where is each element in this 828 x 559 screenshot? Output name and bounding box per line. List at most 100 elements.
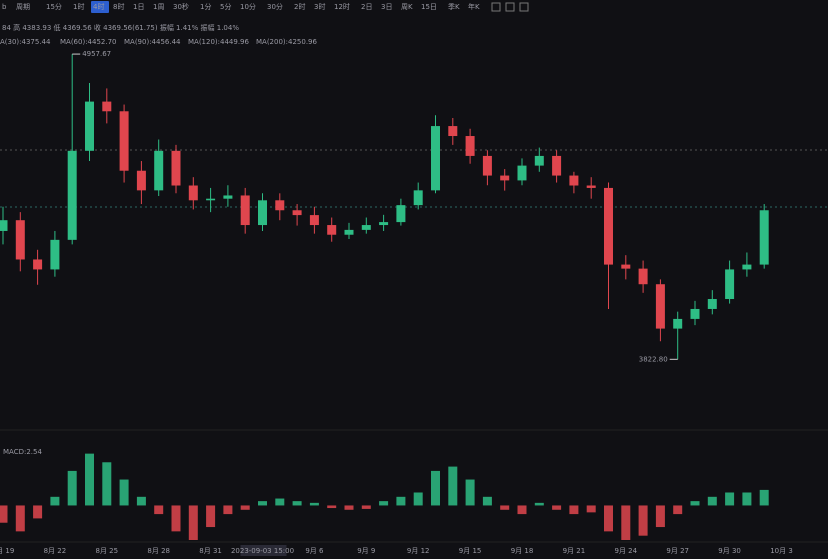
candle-body (344, 229, 354, 235)
macd-bar (413, 492, 423, 506)
macd-bar (223, 505, 233, 515)
candle-body (482, 155, 492, 176)
interval-button[interactable]: 15分 (46, 2, 62, 11)
candle-body (240, 195, 250, 226)
interval-button[interactable]: 1日 (133, 3, 144, 11)
x-tick-label: 9月 27 (666, 547, 689, 555)
crosshair-label-bg (240, 545, 287, 556)
macd-bar (154, 505, 164, 515)
macd-bar (725, 492, 735, 506)
candle-body (327, 225, 337, 235)
interval-button[interactable]: 周K (401, 3, 413, 11)
candle-body (517, 165, 527, 181)
x-tick-label: 9月 30 (718, 547, 741, 555)
macd-bar (500, 505, 510, 510)
candle-body (188, 185, 198, 201)
x-tick-label: 8月 28 (147, 547, 170, 555)
interval-button[interactable]: 2时 (294, 2, 305, 11)
candle-body (759, 210, 769, 265)
macd-bar (379, 501, 389, 506)
interval-button[interactable]: 1分 (200, 2, 211, 11)
candle-body (292, 210, 302, 216)
macd-label: MACD:2.54 (3, 448, 42, 456)
tool-icon[interactable] (491, 2, 501, 12)
symbol: b (2, 3, 7, 11)
info: 84 高 4383.93 低 4369.56 收 4369.56(61.75) … (2, 23, 239, 32)
x-tick-label: 8月 19 (0, 547, 14, 555)
interval-button[interactable]: 5分 (220, 2, 231, 11)
ma-legend: MA(200):4250.96 (256, 38, 318, 46)
candle-body (569, 175, 579, 186)
macd-bar (67, 470, 77, 506)
candle-body (448, 126, 458, 137)
candle-body (275, 200, 285, 211)
interval-button[interactable]: 2日 (361, 3, 372, 11)
interval-button[interactable]: 10分 (240, 2, 256, 11)
x-tick-label: 10月 3 (770, 547, 793, 555)
candle-body (0, 220, 8, 231)
macd-bar (569, 505, 579, 515)
macd-bar (292, 501, 302, 506)
candle-body (707, 299, 717, 309)
macd-bar (188, 505, 198, 540)
interval-button[interactable]: 3日 (381, 3, 392, 11)
macd-bar (258, 501, 267, 506)
candle-body (154, 150, 164, 191)
interval-button[interactable]: 1周 (153, 3, 164, 11)
price-label: 3822.80 (639, 355, 668, 363)
macd-bar (309, 502, 319, 506)
interval-button[interactable]: 15日 (421, 3, 437, 11)
x-tick-label: 9月 12 (407, 547, 430, 555)
interval-button[interactable]: 30分 (267, 2, 283, 11)
x-tick-label: 8月 22 (44, 547, 67, 555)
macd-bar (206, 505, 216, 528)
active-interval-bg (91, 1, 109, 13)
interval-button[interactable]: 8时 (113, 2, 124, 11)
candle-body (621, 264, 631, 269)
candle-body (396, 205, 406, 223)
candle-body (309, 215, 319, 226)
macd-bar (604, 505, 613, 532)
candle-body (638, 268, 648, 285)
macd-bar (638, 505, 648, 536)
candle-body (67, 150, 77, 240)
interval-button[interactable]: 12时 (334, 2, 350, 11)
x-tick-label: 8月 25 (96, 547, 119, 555)
x-tick-label: 2023-09-03 15:00 (231, 547, 294, 555)
macd-bar (344, 505, 354, 510)
macd-bar (465, 479, 475, 506)
macd-bar (534, 502, 544, 506)
price-label: 4957.67 (82, 50, 111, 58)
candle-body (500, 175, 510, 181)
macd-bar (621, 505, 631, 540)
macd-bar (275, 498, 285, 506)
macd-bar (690, 501, 700, 506)
macd-bar (50, 496, 60, 506)
macd-bar (517, 505, 527, 515)
tool-icon[interactable] (505, 2, 515, 12)
candle-body (85, 101, 94, 151)
macd-bar (673, 505, 683, 515)
candle-body (361, 225, 371, 230)
ma-legend: MA(90):4456.44 (124, 38, 181, 46)
tool-icon[interactable] (519, 2, 529, 12)
candle-body (119, 111, 129, 171)
macd-bar (742, 492, 752, 506)
interval-button[interactable]: 4时 (93, 2, 104, 11)
macd-bar (361, 505, 371, 509)
x-tick-label: 8月 31 (199, 547, 222, 555)
macd-bar (448, 466, 458, 506)
interval-button[interactable]: 年K (468, 2, 480, 11)
interval-button[interactable]: 季K (448, 2, 460, 11)
candle-body (50, 239, 60, 270)
macd-bar (240, 505, 250, 510)
x-tick-label: 9月 24 (615, 547, 638, 555)
interval-button[interactable]: 30秒 (173, 2, 189, 11)
macd-bar (119, 479, 129, 506)
macd-bar (586, 505, 596, 513)
candle-body (586, 185, 596, 188)
interval-button[interactable]: 3时 (314, 2, 325, 11)
macd-bar (0, 505, 8, 523)
candle-body (534, 155, 544, 166)
interval-button[interactable]: 1时 (73, 2, 84, 11)
